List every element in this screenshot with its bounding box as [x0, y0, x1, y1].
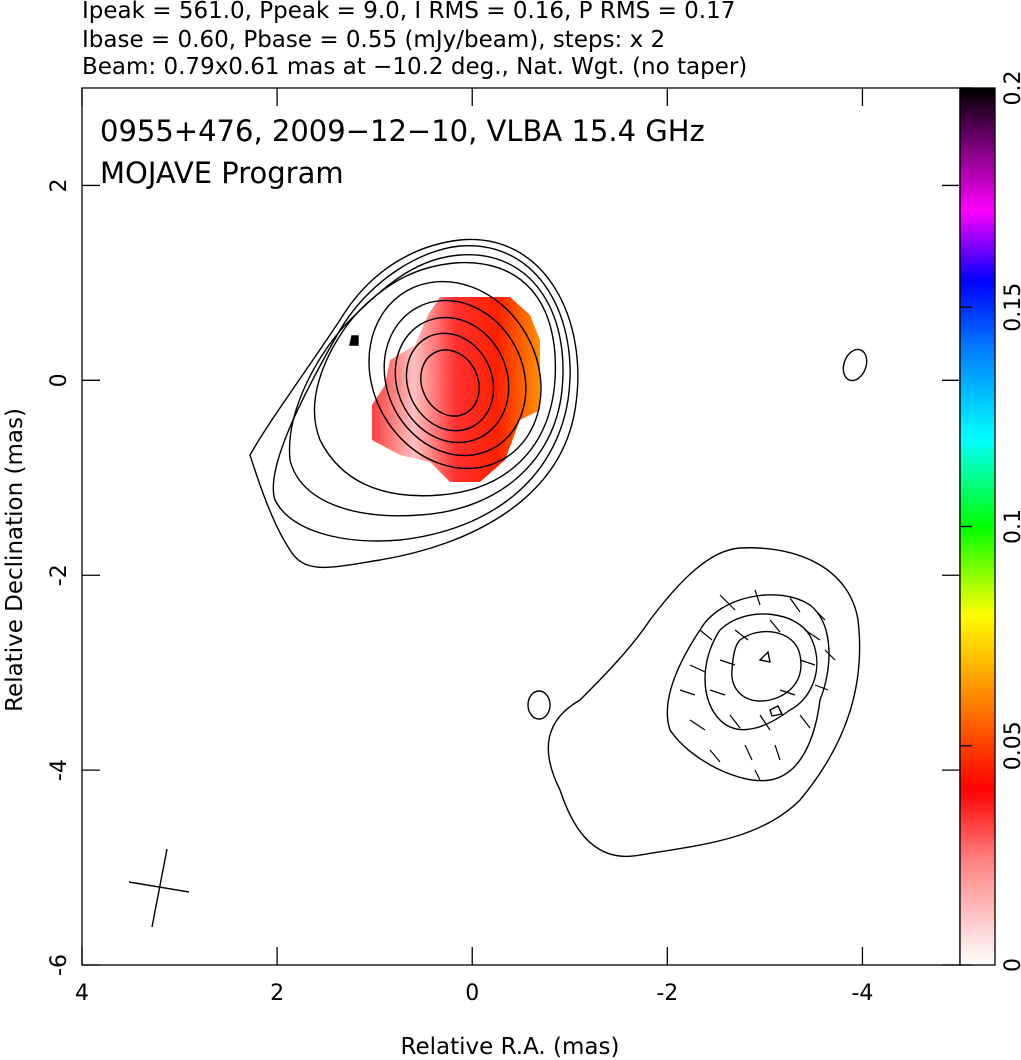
header: Ipeak = 561.0, Ppeak = 9.0, I RMS = 0.16…: [82, 0, 747, 80]
annotation: MOJAVE Program: [100, 156, 344, 190]
annotations: 0955+476, 2009−12−10, VLBA 15.4 GHz MOJA…: [100, 114, 705, 190]
plot-frame: [81, 87, 961, 966]
y-tick-label: -6: [47, 954, 72, 976]
contours: [249, 238, 868, 858]
colorbar-tick-label: 0.2: [1001, 71, 1021, 106]
y-tick-label: 0: [47, 373, 72, 387]
beam: [128, 848, 190, 928]
colorbar-tick-label: 0: [1001, 958, 1021, 972]
header-line: Ipeak = 561.0, Ppeak = 9.0, I RMS = 0.16…: [82, 0, 735, 24]
y-tick-label: -2: [47, 564, 72, 586]
header-line: Ibase = 0.60, Pbase = 0.55 (mJy/beam), s…: [82, 27, 665, 53]
colorbar-tick-label: 0.05: [1001, 721, 1021, 770]
header-line: Beam: 0.79x0.61 mas at −10.2 deg., Nat. …: [82, 54, 747, 80]
annotation: 0955+476, 2009−12−10, VLBA 15.4 GHz: [100, 114, 705, 148]
y-axis-label: Relative Declination (mas): [2, 408, 28, 712]
x-tick-label: -4: [851, 981, 873, 1006]
x-tick-label: 0: [465, 981, 479, 1006]
x-tick-label: 4: [75, 981, 89, 1006]
y-tick-label: 2: [47, 178, 72, 192]
x-tick-label: 2: [270, 981, 284, 1006]
x-tick-label: -2: [656, 981, 678, 1006]
y-tick-label: -4: [47, 759, 72, 781]
colorbar-tick-label: 0.1: [1001, 509, 1021, 544]
x-axis-label: Relative R.A. (mas): [401, 1034, 620, 1060]
colorbar-tick-label: 0.15: [1001, 283, 1021, 332]
evpa-vectors: [679, 589, 836, 781]
